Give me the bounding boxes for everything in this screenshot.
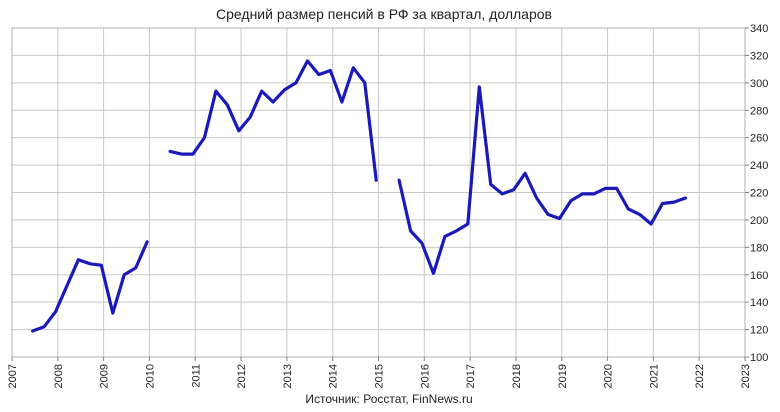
x-tick-label: 2014 — [328, 364, 340, 388]
data-point — [581, 193, 584, 195]
chart-title: Средний размер пенсий в РФ за квартал, д… — [216, 6, 552, 22]
data-point — [558, 217, 561, 220]
data-point — [421, 242, 423, 244]
data-point — [192, 153, 194, 155]
data-point — [318, 73, 320, 76]
data-point — [352, 67, 355, 69]
y-tick-label: 220 — [750, 188, 768, 200]
y-tick-label: 300 — [750, 78, 768, 90]
data-point — [123, 274, 125, 276]
x-tick-label: 2023 — [740, 364, 752, 388]
data-point — [100, 264, 103, 267]
data-point — [467, 223, 469, 225]
gridlines — [11, 27, 746, 358]
data-point — [260, 90, 263, 92]
data-point — [661, 202, 664, 205]
y-tick-label: 340 — [750, 23, 768, 35]
data-point — [501, 193, 504, 195]
data-point — [489, 183, 492, 186]
data-point — [43, 326, 45, 328]
data-point — [226, 104, 229, 106]
y-tick-label: 320 — [750, 50, 768, 62]
data-point — [77, 258, 80, 261]
data-point — [272, 101, 274, 103]
y-tick-label: 120 — [750, 325, 768, 337]
data-point — [570, 199, 572, 202]
x-tick-label: 2017 — [465, 364, 477, 388]
data-point — [650, 223, 652, 225]
data-point — [89, 263, 91, 265]
data-point — [684, 197, 687, 199]
data-point — [283, 88, 286, 91]
data-point — [409, 230, 412, 232]
y-tick-label: 160 — [750, 270, 768, 282]
data-point — [306, 60, 309, 62]
y-tick-label: 200 — [750, 215, 768, 227]
series-line-segment — [168, 59, 378, 182]
y-tick-label: 240 — [750, 160, 768, 172]
data-point — [329, 69, 332, 72]
y-tick-label: 100 — [750, 352, 768, 364]
data-point — [249, 116, 251, 118]
data-point — [341, 101, 343, 103]
data-point — [593, 193, 595, 195]
x-axis-ticks: 2007 2008 2009 2010 2011 2012 2013 2014 2015 2016… — [7, 357, 752, 388]
x-tick-label: 2022 — [694, 364, 706, 388]
data-point — [547, 213, 549, 216]
y-axis-ticks: 100 120 140 160 180 200 220 240 260 280 300 320 340 — [745, 23, 768, 364]
data-point — [364, 82, 366, 84]
data-point — [604, 187, 607, 190]
data-point — [673, 201, 675, 203]
data-point — [31, 330, 34, 332]
x-tick-label: 2009 — [99, 364, 111, 388]
data-point — [375, 179, 378, 181]
x-tick-label: 2008 — [53, 364, 65, 388]
series-line — [30, 59, 688, 333]
data-point — [478, 86, 481, 88]
x-tick-label: 2010 — [144, 364, 156, 388]
x-tick-label: 2021 — [648, 364, 660, 388]
y-tick-label: 280 — [750, 105, 768, 117]
data-point — [455, 230, 458, 232]
data-point — [146, 241, 148, 243]
data-point — [512, 189, 515, 191]
chart-source: Источник: Росстат, FinNews.ru — [305, 392, 472, 406]
y-tick-label: 140 — [750, 297, 768, 309]
x-tick-label: 2012 — [236, 364, 248, 388]
data-point — [54, 311, 57, 313]
data-point — [203, 136, 206, 139]
y-tick-label: 260 — [750, 133, 768, 145]
data-point — [444, 235, 446, 238]
x-tick-label: 2007 — [7, 364, 19, 388]
series-line-segment — [30, 240, 149, 333]
data-point — [535, 197, 538, 199]
data-point — [432, 272, 435, 275]
data-point — [180, 153, 183, 155]
x-tick-label: 2015 — [374, 364, 386, 388]
data-point — [215, 90, 217, 92]
y-tick-label: 180 — [750, 242, 768, 254]
data-point — [134, 267, 137, 269]
x-tick-label: 2013 — [282, 364, 294, 388]
data-point — [627, 208, 629, 210]
data-point — [615, 187, 618, 190]
data-point — [169, 150, 171, 153]
x-tick-label: 2018 — [511, 364, 523, 388]
data-point — [66, 284, 68, 287]
data-point — [524, 172, 526, 175]
data-point — [398, 179, 400, 181]
series-line-segment — [397, 85, 688, 275]
x-tick-label: 2016 — [419, 364, 431, 388]
x-tick-label: 2019 — [557, 364, 569, 388]
data-point — [638, 213, 641, 216]
x-tick-label: 2020 — [603, 364, 615, 388]
data-point — [238, 130, 240, 132]
data-point — [295, 82, 297, 84]
data-point — [112, 312, 114, 314]
x-tick-label: 2011 — [190, 364, 202, 388]
